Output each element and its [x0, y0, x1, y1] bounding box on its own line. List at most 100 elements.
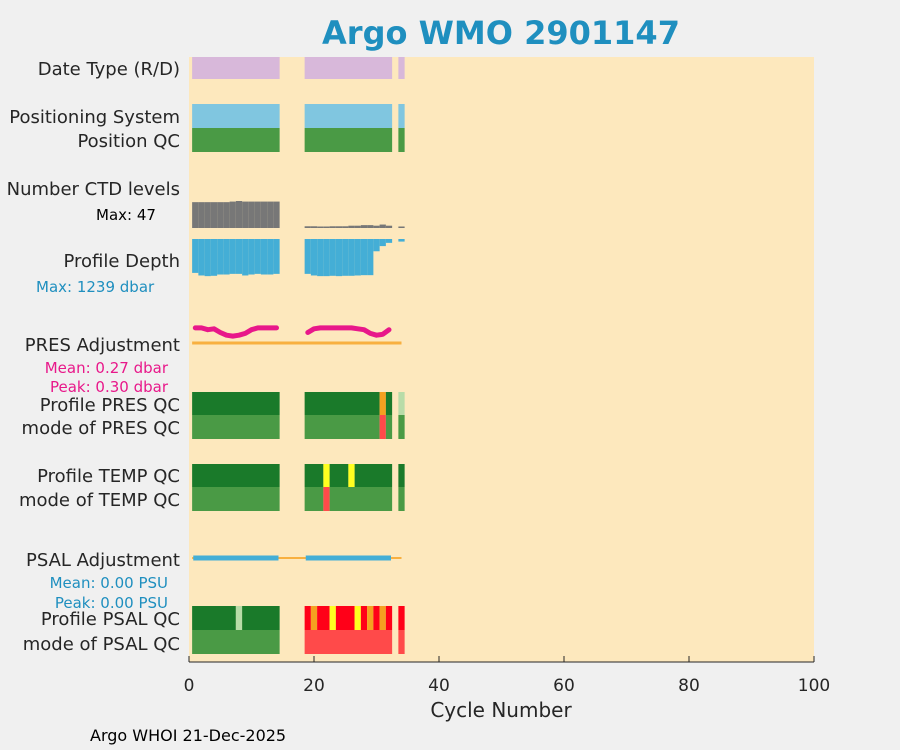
ctd-level-bar — [217, 202, 224, 228]
qc-segment — [398, 606, 405, 630]
qc-segment — [304, 487, 324, 511]
x-tick-label: 80 — [678, 676, 700, 696]
qc-segment — [304, 104, 393, 128]
x-tick-label: 20 — [303, 676, 325, 696]
row-label: Position QC — [77, 131, 180, 152]
profile-depth-bar — [367, 239, 374, 276]
row-label: Date Type (R/D) — [38, 59, 180, 80]
psal-mean-note: Mean: 0.00 PSU — [50, 574, 168, 592]
footer-note: Argo WHOI 21-Dec-2025 — [90, 726, 286, 745]
qc-segment — [398, 57, 405, 79]
profile-depth-bar — [317, 239, 324, 277]
qc-segment — [304, 392, 380, 415]
profile-depth-bar — [273, 239, 280, 274]
ctd-level-bar — [273, 201, 280, 228]
data-marks — [192, 57, 405, 654]
qc-segment — [304, 128, 393, 152]
ctd-level-bar — [254, 201, 261, 228]
profile-depth-bar — [329, 239, 336, 276]
qc-segment — [192, 630, 280, 654]
profile-depth-bar — [210, 239, 218, 276]
ctd-level-bar — [360, 225, 368, 228]
ctd-level-bar — [248, 201, 255, 228]
ctd-max-note: Max: 47 — [96, 206, 156, 224]
profile-depth-bar — [342, 239, 349, 276]
profile-depth-bar — [254, 239, 261, 274]
qc-segment — [335, 606, 355, 630]
row-label: PSAL Adjustment — [26, 550, 180, 571]
qc-segment — [242, 606, 280, 630]
x-tick-label: 100 — [798, 676, 830, 696]
row-label: PRES Adjustment — [25, 335, 180, 356]
profile-depth-bar — [310, 239, 318, 276]
x-axis-label: Cycle Number — [430, 698, 572, 722]
qc-segment — [398, 464, 405, 487]
profile-depth-bar — [348, 239, 355, 276]
row-label: Profile PSAL QC — [41, 609, 180, 630]
profile-depth-bar — [248, 239, 255, 275]
profile-depth-bar — [223, 239, 230, 275]
qc-segment — [398, 487, 405, 511]
qc-segment — [192, 487, 280, 511]
profile-depth-bar — [204, 239, 211, 277]
ctd-level-bar — [335, 226, 343, 228]
ctd-level-bar — [204, 202, 211, 228]
qc-segment — [323, 464, 330, 487]
qc-segment — [304, 630, 393, 654]
qc-segment — [192, 128, 280, 152]
qc-segment — [323, 487, 330, 511]
ctd-level-bar — [385, 225, 393, 228]
x-axis: 0 20 40 60 80 100 — [184, 656, 830, 696]
ctd-level-bar — [304, 226, 311, 228]
row-label: Profile Depth — [63, 251, 180, 272]
profile-depth-bar — [229, 239, 236, 274]
ctd-level-bar — [267, 201, 274, 228]
qc-segment — [192, 57, 280, 79]
qc-segment — [192, 392, 280, 415]
qc-segment — [398, 630, 405, 654]
ctd-level-bar — [367, 225, 374, 228]
x-tick-label: 40 — [428, 676, 450, 696]
x-tick-label: 0 — [184, 676, 195, 696]
ctd-level-bar — [210, 202, 218, 228]
profile-depth-bar — [267, 239, 274, 275]
qc-segment — [329, 487, 393, 511]
ctd-level-bar — [310, 226, 318, 228]
qc-segment — [385, 415, 393, 439]
qc-segment — [398, 104, 405, 128]
pres-mean-note: Mean: 0.27 dbar — [45, 359, 169, 377]
qc-segment — [379, 415, 386, 439]
ctd-level-bar — [198, 202, 205, 228]
qc-segment — [329, 464, 349, 487]
ctd-level-bar — [260, 201, 268, 228]
ctd-level-bar — [317, 226, 324, 228]
pres-adjustment-series — [305, 325, 392, 338]
profile-depth-bar — [217, 239, 224, 275]
row-label: Profile PRES QC — [40, 395, 180, 416]
row-label: Profile TEMP QC — [37, 466, 180, 487]
profile-depth-bar — [235, 239, 243, 274]
qc-segment — [192, 415, 280, 439]
profile-depth-bar — [379, 239, 386, 247]
ctd-level-bar — [379, 224, 386, 228]
ctd-level-bar — [192, 202, 199, 228]
row-label: mode of PRES QC — [22, 418, 180, 439]
qc-segment — [317, 606, 330, 630]
profile-depth-bar — [335, 239, 343, 277]
qc-segment — [304, 57, 393, 79]
qc-segment — [235, 606, 243, 630]
qc-segment — [367, 606, 374, 630]
ctd-level-bar — [342, 226, 349, 228]
pres-peak-note: Peak: 0.30 dbar — [50, 378, 169, 396]
profile-depth-bar — [398, 239, 405, 242]
qc-segment — [379, 392, 386, 415]
qc-segment — [304, 415, 380, 439]
qc-segment — [348, 464, 355, 487]
plot-area — [189, 57, 814, 662]
profile-depth-bar — [198, 239, 205, 276]
qc-segment — [304, 606, 311, 630]
pres-adjustment-series — [192, 325, 279, 339]
ctd-level-bar — [223, 202, 230, 228]
qc-segment — [304, 464, 324, 487]
